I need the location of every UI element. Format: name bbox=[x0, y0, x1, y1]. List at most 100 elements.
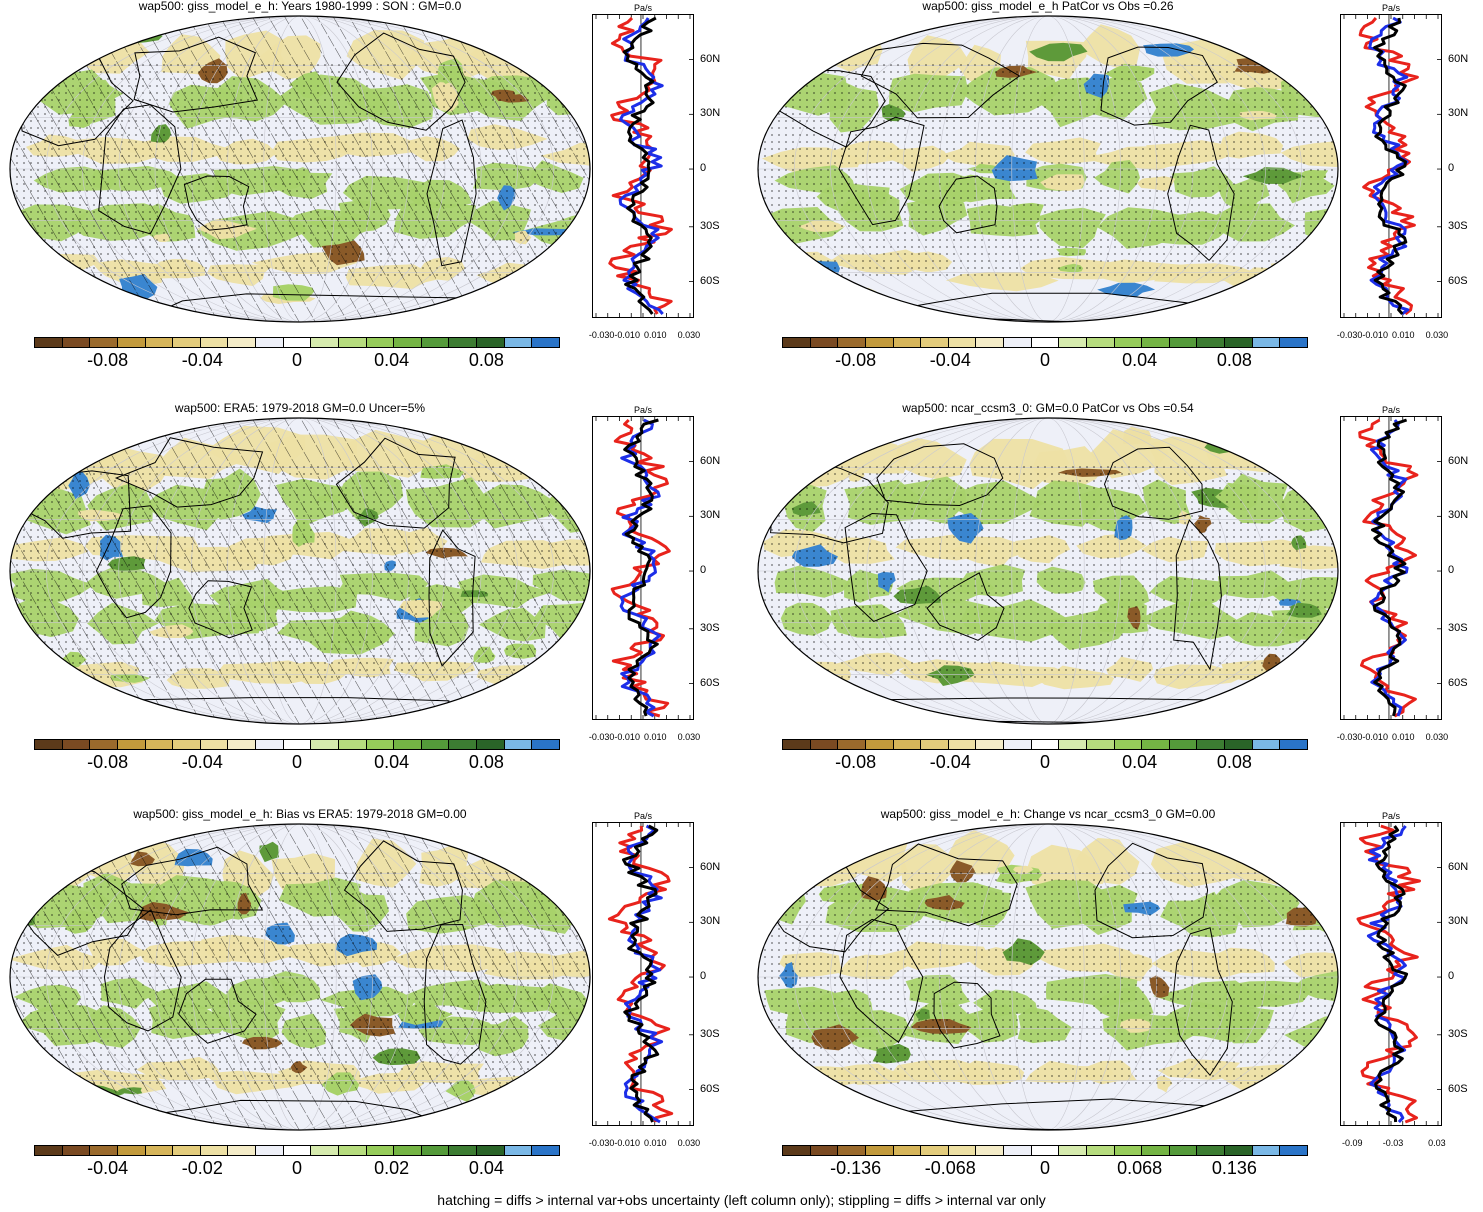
profile-unit-label: Pa/s bbox=[1381, 3, 1400, 13]
colorbar-swatch bbox=[338, 1146, 367, 1155]
stippling-overlay bbox=[758, 60, 1338, 278]
map-panel-2: wap500: giss_model_e_h PatCor vs Obs =0.… bbox=[748, 0, 1483, 400]
colorbar-swatch bbox=[838, 740, 866, 749]
profile-lat-label: 60N bbox=[1448, 52, 1469, 65]
map-outline bbox=[757, 15, 1339, 323]
profile-lat-label: 30N bbox=[1448, 509, 1469, 522]
colorbar-swatch bbox=[145, 740, 174, 749]
colorbar-label: 0 bbox=[291, 1158, 302, 1178]
colorbar-swatch bbox=[228, 338, 256, 347]
profile-xtick-label: 0.030 bbox=[677, 330, 701, 340]
colorbar-label: 0.068 bbox=[1117, 1158, 1163, 1178]
colorbar-swatch bbox=[449, 1146, 477, 1155]
profile-line-obs bbox=[1366, 825, 1407, 1124]
profile-xtick-label: 0.010 bbox=[643, 330, 667, 340]
colorbar-label: 0.04 bbox=[468, 1158, 504, 1178]
map-outline bbox=[757, 823, 1339, 1131]
colorbar-swatch bbox=[865, 1146, 894, 1155]
map-field bbox=[10, 16, 590, 322]
profile-xtick-label: 0.030 bbox=[677, 732, 701, 742]
colorbar-swatch bbox=[394, 1146, 422, 1155]
colorbar bbox=[34, 739, 560, 750]
field-region bbox=[1285, 37, 1338, 80]
colorbar-swatch bbox=[1142, 338, 1170, 347]
colorbar-label: -0.08 bbox=[835, 752, 877, 772]
field-region bbox=[544, 1072, 588, 1096]
colorbar-swatch bbox=[1225, 1146, 1253, 1155]
hatching-overlay bbox=[10, 824, 590, 1130]
colorbar-label: -0.04 bbox=[929, 350, 971, 370]
profile-line-mean bbox=[622, 824, 660, 1123]
colorbar-swatch bbox=[810, 740, 839, 749]
figure-footnote: hatching = diffs > internal var+obs unce… bbox=[437, 1192, 1046, 1208]
colorbar-swatch bbox=[893, 1146, 922, 1155]
projected-map bbox=[9, 823, 591, 1131]
projected-map bbox=[9, 15, 591, 323]
colorbar-label: 0 bbox=[1039, 350, 1050, 370]
colorbar-label: 0.04 bbox=[374, 350, 410, 370]
colorbar-swatch bbox=[338, 338, 367, 347]
profile-line-mean bbox=[1371, 418, 1408, 717]
colorbar-swatch bbox=[893, 338, 922, 347]
colorbar-swatch bbox=[311, 1146, 339, 1155]
colorbar-swatch bbox=[1280, 1146, 1307, 1155]
profile-lat-label: 60N bbox=[700, 860, 721, 873]
profile-lat-label: 30S bbox=[700, 1027, 720, 1040]
profile-xtick-label: -0.030-0.010 bbox=[1336, 732, 1388, 742]
colorbar-swatch bbox=[1142, 740, 1170, 749]
profile-xtick-label: 0.010 bbox=[643, 732, 667, 742]
colorbar-swatch bbox=[783, 1146, 811, 1155]
projected-map bbox=[757, 823, 1339, 1131]
colorbar-label: -0.04 bbox=[87, 1158, 129, 1178]
colorbar-label: 0 bbox=[291, 752, 302, 772]
colorbar-swatch bbox=[477, 338, 505, 347]
colorbar-swatch bbox=[200, 740, 229, 749]
colorbar-swatch bbox=[1004, 1146, 1032, 1155]
colorbar-swatch bbox=[921, 338, 949, 347]
profile-lat-label: 60S bbox=[700, 1082, 720, 1095]
colorbar-swatch bbox=[1225, 338, 1253, 347]
colorbar-swatch bbox=[35, 338, 63, 347]
colorbar bbox=[782, 1145, 1308, 1156]
profile-lat-label: 30N bbox=[1448, 107, 1469, 120]
panel-title: wap500: ncar_ccsm3_0: GM=0.0 PatCor vs O… bbox=[902, 401, 1194, 415]
colorbar-swatch bbox=[200, 1146, 229, 1155]
colorbar-swatch bbox=[783, 740, 811, 749]
colorbar-swatch bbox=[810, 1146, 839, 1155]
colorbar-swatch bbox=[1197, 1146, 1225, 1155]
colorbar-swatch bbox=[976, 740, 1004, 749]
profile-lat-label: 60N bbox=[700, 52, 721, 65]
profile-line-obs bbox=[1368, 16, 1410, 316]
colorbar-swatch bbox=[1059, 740, 1087, 749]
colorbar-swatch bbox=[1169, 338, 1198, 347]
colorbar-swatch bbox=[1252, 1146, 1281, 1155]
colorbar-label: -0.04 bbox=[929, 752, 971, 772]
field-region bbox=[1284, 662, 1330, 688]
projected-map bbox=[757, 15, 1339, 323]
colorbar-swatch bbox=[228, 1146, 256, 1155]
profile-lat-label: 0 bbox=[700, 970, 707, 983]
profile-lat-label: 30S bbox=[1448, 219, 1468, 232]
colorbar-swatch bbox=[838, 338, 866, 347]
colorbar-swatch bbox=[1086, 740, 1115, 749]
colorbar-swatch bbox=[228, 740, 256, 749]
profile-xtick-label: 0.030 bbox=[677, 1138, 701, 1148]
colorbar-swatch bbox=[1086, 338, 1115, 347]
profile-xtick-label: -0.03 bbox=[1382, 1138, 1404, 1148]
field-region bbox=[14, 25, 93, 71]
profile-lat-label: 0 bbox=[700, 162, 707, 175]
colorbar-label: 0.04 bbox=[1122, 752, 1158, 772]
colorbar-swatch bbox=[173, 1146, 201, 1155]
field-region bbox=[542, 266, 590, 290]
panel-title: wap500: giss_model_e_h: Change vs ncar_c… bbox=[880, 807, 1216, 821]
colorbar-label: 0.04 bbox=[374, 752, 410, 772]
colorbar-label: -0.04 bbox=[181, 752, 223, 772]
zonal-mean-profile bbox=[1340, 822, 1442, 1126]
field-anomaly bbox=[1143, 43, 1194, 57]
profile-lat-label: 30S bbox=[1448, 1027, 1468, 1040]
profile-xtick-label: -0.030-0.010 bbox=[588, 1138, 640, 1148]
field-anomaly bbox=[17, 656, 69, 677]
panel-title: wap500: giss_model_e_h: Years 1980-1999 … bbox=[138, 0, 462, 13]
profile-lat-label: 0 bbox=[1448, 970, 1455, 983]
field-anomaly bbox=[1123, 426, 1152, 445]
